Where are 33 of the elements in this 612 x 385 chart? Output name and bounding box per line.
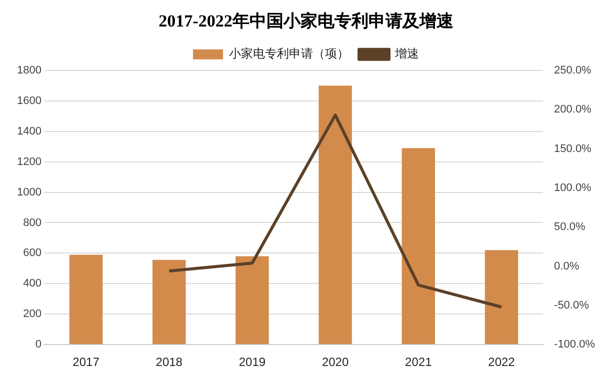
y2-tick-label: 0.0%: [554, 260, 580, 272]
legend-label: 增速: [394, 46, 419, 61]
x-tick-label: 2020: [322, 355, 349, 370]
y2-tick-label: 100.0%: [554, 182, 592, 194]
y-tick-label: 200: [23, 308, 42, 320]
chart-title: 2017-2022年中国小家电专利申请及增速: [158, 12, 454, 31]
bar: [69, 254, 103, 344]
y-tick-label: 600: [23, 247, 42, 260]
x-tick-label: 2018: [156, 355, 183, 370]
y-tick-label: 1000: [16, 186, 42, 198]
y2-tick-label: 250.0%: [554, 64, 592, 76]
y2-tick-label: -100.0%: [554, 338, 596, 351]
y2-tick-label: 200.0%: [554, 104, 592, 116]
bar: [236, 256, 269, 344]
y-tick-label: 1800: [16, 64, 42, 76]
y-tick-label: 1200: [16, 156, 42, 168]
y2-tick-label: 50.0%: [554, 221, 586, 234]
bar: [402, 148, 436, 344]
x-tick-label: 2017: [72, 355, 100, 370]
x-tick-label: 2021: [405, 355, 432, 370]
y2-tick-label: 150.0%: [554, 142, 592, 155]
y2-tick-label: -50.0%: [554, 299, 590, 312]
y-tick-label: 1600: [16, 94, 42, 107]
y-tick-label: 800: [23, 216, 42, 229]
x-tick-label: 2022: [488, 355, 516, 370]
bar: [318, 86, 352, 344]
legend-label: 小家电专利申请（项）: [229, 46, 349, 61]
y-tick-label: 0: [35, 338, 42, 351]
x-tick-label: 2019: [238, 355, 266, 370]
bar: [484, 250, 518, 344]
bar: [152, 260, 186, 344]
y-tick-label: 400: [23, 278, 42, 290]
y-tick-label: 1400: [16, 125, 42, 138]
